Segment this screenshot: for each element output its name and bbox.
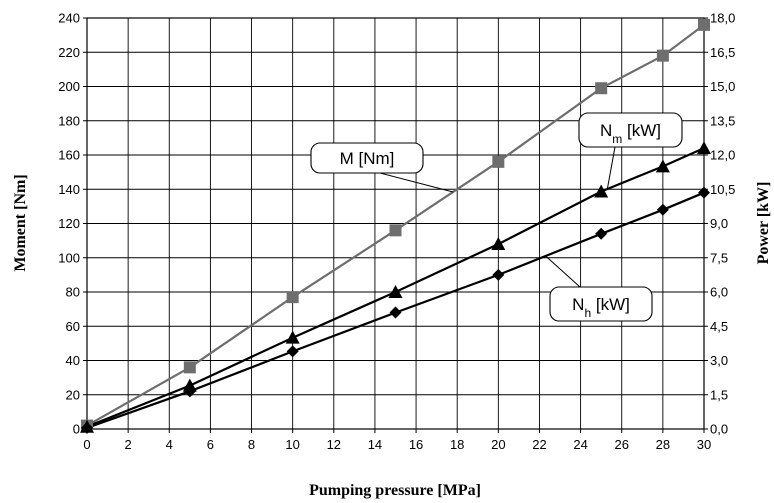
callout-leader-1 [606, 146, 616, 190]
y-right-tick-label: 12,0 [710, 148, 735, 163]
callout-leader-2 [545, 255, 581, 288]
y-right-tick-label: 0,0 [710, 422, 728, 437]
data-point-0 [698, 18, 710, 31]
series-line-2 [86, 191, 705, 429]
y-right-tick-label: 1,5 [710, 387, 728, 402]
y-left-tick-label: 200 [58, 79, 80, 94]
grid [86, 17, 705, 430]
series-line-1 [86, 147, 705, 428]
x-tick-label: 0 [83, 437, 90, 452]
x-tick-label: 12 [327, 437, 341, 452]
callout-label-2: Nh [kW] [572, 295, 630, 320]
callout-box-0 [310, 142, 424, 174]
x-tick-label: 20 [491, 437, 505, 452]
x-tick-label: 14 [368, 437, 382, 452]
data-point-0 [595, 82, 608, 95]
y-left-tick-label: 20 [66, 387, 80, 402]
data-point-0 [183, 361, 196, 374]
y-right-tick-label: 10,5 [710, 182, 735, 197]
y-axis-left-title: Moment [Nm] [12, 174, 29, 271]
callout-box-2 [549, 286, 653, 322]
callout-box-1 [578, 112, 683, 148]
data-point-1 [491, 237, 506, 251]
x-tick-label: 28 [656, 437, 670, 452]
y-right-tick-label: 16,5 [710, 45, 735, 60]
x-tick-label: 8 [248, 437, 255, 452]
data-point-2 [492, 268, 505, 281]
x-tick-label: 6 [207, 437, 214, 452]
y-axis-right-title: Power [kW] [755, 182, 772, 265]
data-point-1 [285, 330, 300, 344]
y-left-tick-label: 0 [73, 422, 80, 437]
data-point-2 [698, 186, 710, 199]
data-point-2 [389, 306, 402, 319]
y-right-tick-label: 18,0 [710, 11, 735, 26]
y-right-tick-label: 6,0 [710, 285, 728, 300]
callout-label-1: Nm [kW] [600, 121, 661, 146]
y-left-tick-label: 180 [58, 113, 80, 128]
callouts: M [Nm] Nm [kW] Nh [kW] [310, 112, 683, 322]
y-left-tick-label: 220 [58, 45, 80, 60]
data-point-0 [286, 291, 299, 304]
data-point-1 [594, 184, 609, 198]
data-point-2 [183, 385, 196, 398]
y-right-tick-label: 15,0 [710, 79, 735, 94]
y-right-tick-label: 3,0 [710, 353, 728, 368]
y-left-tick-label: 40 [66, 353, 80, 368]
x-tick-label: 2 [125, 437, 132, 452]
x-tick-label: 4 [166, 437, 173, 452]
y-right-tick-label: 4,5 [710, 319, 728, 334]
y-left-tick-label: 100 [58, 250, 80, 265]
y-left-tick-label: 240 [58, 11, 80, 26]
x-tick-label: 24 [573, 437, 587, 452]
x-axis-title: Pumping pressure [MPa] [309, 482, 481, 499]
y-left-tick-label: 140 [58, 182, 80, 197]
y-left-tick-label: 120 [58, 216, 80, 231]
x-tick-label: 22 [532, 437, 546, 452]
data-point-1 [697, 141, 711, 155]
markers [80, 18, 711, 434]
data-point-2 [81, 421, 93, 434]
data-point-1 [655, 159, 670, 173]
data-point-2 [286, 345, 299, 358]
tick-labels: 0 2 4 6 8 10 12 14 16 18 20 22 24 26 28 300204060801001… [58, 11, 735, 453]
x-tick-label: 26 [614, 437, 628, 452]
y-left-tick-label: 80 [66, 285, 80, 300]
x-tick-label: 30 [697, 437, 711, 452]
data-point-0 [492, 155, 505, 168]
data-point-1 [388, 285, 403, 298]
data-point-0 [389, 224, 402, 237]
series [86, 24, 705, 429]
data-point-0 [656, 49, 669, 62]
y-left-tick-label: 60 [66, 319, 80, 334]
series-line-0 [86, 24, 705, 427]
x-tick-label: 18 [450, 437, 464, 452]
callout-label-0: M [Nm] [340, 149, 395, 168]
y-right-tick-label: 9,0 [710, 216, 728, 231]
y-right-tick-label: 7,5 [710, 250, 728, 265]
x-tick-label: 10 [285, 437, 299, 452]
data-point-2 [656, 203, 669, 216]
y-left-tick-label: 160 [58, 148, 80, 163]
data-point-1 [182, 378, 197, 392]
x-tick-label: 16 [409, 437, 423, 452]
data-point-2 [595, 227, 608, 240]
callout-leader-0 [379, 172, 454, 193]
y-right-tick-label: 13,5 [710, 113, 735, 128]
